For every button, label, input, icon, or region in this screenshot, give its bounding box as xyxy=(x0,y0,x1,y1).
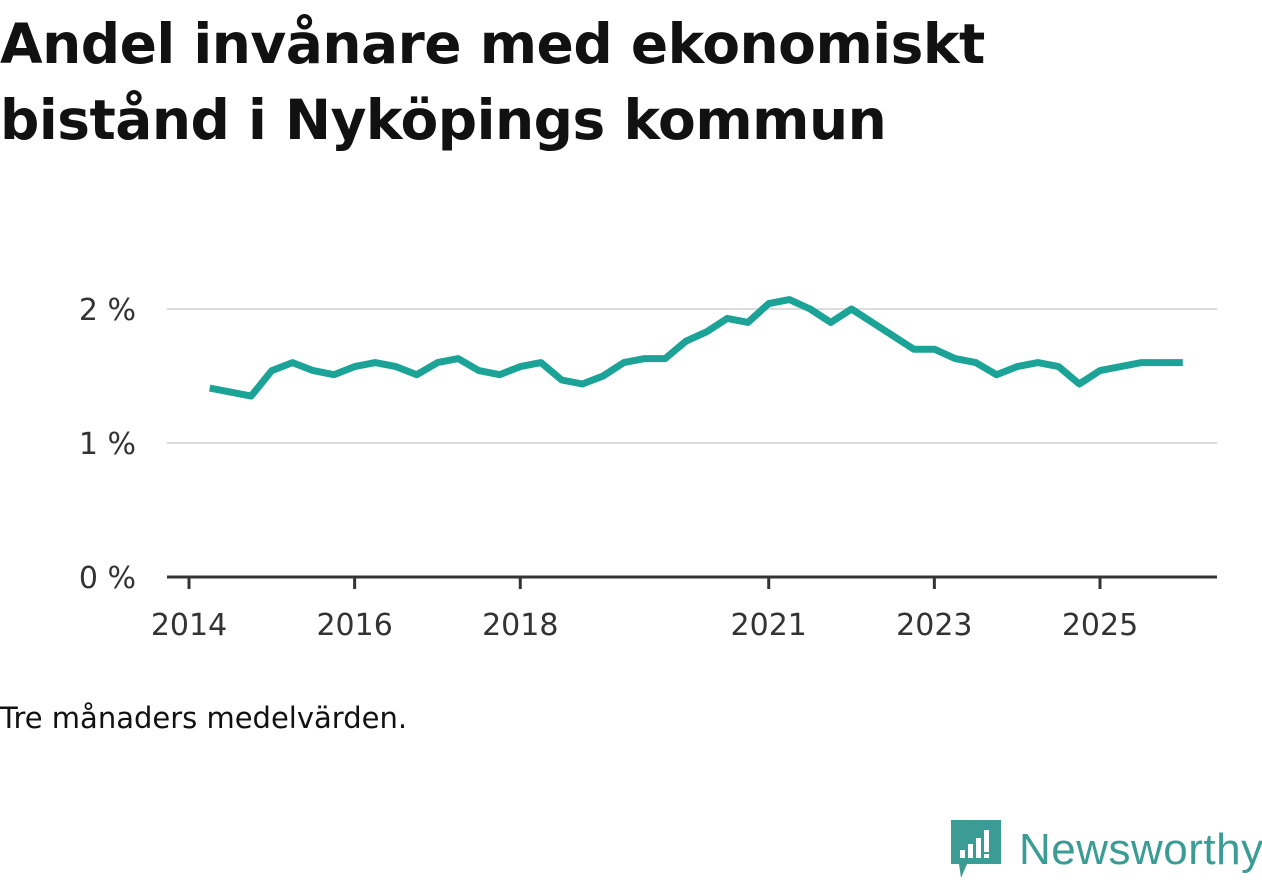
y-tick-label: 0 % xyxy=(79,561,136,596)
newsworthy-logo-icon xyxy=(951,820,1001,880)
brand-logo[interactable]: Newsworthy xyxy=(951,820,1262,880)
series-group xyxy=(210,300,1183,397)
x-tick-label: 2016 xyxy=(316,608,392,643)
brand-name: Newsworthy xyxy=(1019,825,1262,875)
x-tick-label: 2018 xyxy=(482,608,558,643)
x-tick-label: 2014 xyxy=(151,608,227,643)
y-axis-labels: 0 % 1 % 2 % xyxy=(79,293,136,596)
x-tick-label: 2023 xyxy=(896,608,972,643)
y-tick-label: 1 % xyxy=(79,427,136,462)
y-tick-label: 2 % xyxy=(79,293,136,328)
x-tick-label: 2025 xyxy=(1062,608,1138,643)
x-tick-label: 2021 xyxy=(731,608,807,643)
x-axis-ticks: 2014 2016 2018 2021 2023 2025 xyxy=(151,577,1138,643)
chart-note: Tre månaders medelvärden. xyxy=(0,701,407,735)
series-line-0 xyxy=(210,300,1183,397)
